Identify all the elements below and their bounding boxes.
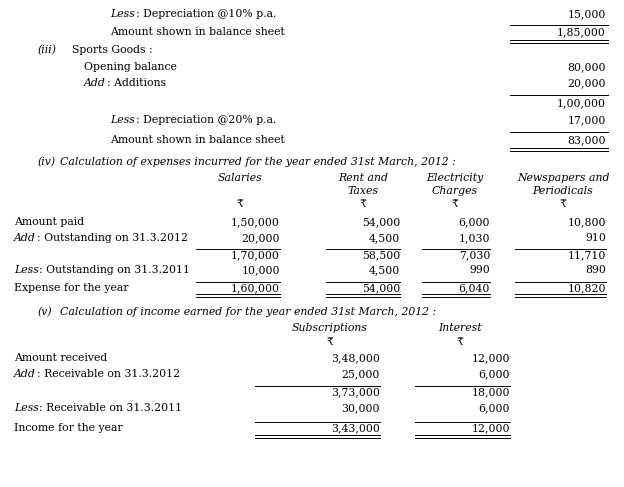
- Text: 990: 990: [469, 265, 490, 275]
- Text: Amount shown in balance sheet: Amount shown in balance sheet: [110, 27, 285, 37]
- Text: 58,500: 58,500: [362, 250, 400, 260]
- Text: Amount received: Amount received: [14, 353, 107, 363]
- Text: Less: Less: [110, 9, 135, 19]
- Text: 3,48,000: 3,48,000: [331, 353, 380, 363]
- Text: Add: Add: [14, 233, 36, 243]
- Text: 18,000: 18,000: [472, 387, 510, 397]
- Text: 83,000: 83,000: [567, 135, 606, 145]
- Text: 6,000: 6,000: [459, 217, 490, 227]
- Text: 15,000: 15,000: [568, 9, 606, 19]
- Text: Calculation of income earned for the year ended 31st March, 2012 :: Calculation of income earned for the yea…: [60, 307, 436, 317]
- Text: 1,60,000: 1,60,000: [231, 283, 280, 293]
- Text: 910: 910: [585, 233, 606, 243]
- Text: 4,500: 4,500: [369, 265, 400, 275]
- Text: 3,73,000: 3,73,000: [331, 387, 380, 397]
- Text: ₹: ₹: [326, 337, 333, 347]
- Text: ₹: ₹: [359, 199, 366, 209]
- Text: 54,000: 54,000: [362, 217, 400, 227]
- Text: Electricity: Electricity: [426, 173, 484, 183]
- Text: Less: Less: [110, 115, 135, 125]
- Text: 1,70,000: 1,70,000: [231, 250, 280, 260]
- Text: 7,030: 7,030: [459, 250, 490, 260]
- Text: Amount paid: Amount paid: [14, 217, 84, 227]
- Text: ₹: ₹: [560, 199, 567, 209]
- Text: : Additions: : Additions: [107, 78, 166, 88]
- Text: Add: Add: [84, 78, 106, 88]
- Text: 1,00,000: 1,00,000: [557, 98, 606, 108]
- Text: 25,000: 25,000: [341, 369, 380, 379]
- Text: Interest: Interest: [438, 323, 482, 333]
- Text: Less: Less: [14, 403, 39, 413]
- Text: 12,000: 12,000: [472, 423, 510, 433]
- Text: 12,000: 12,000: [472, 353, 510, 363]
- Text: Calculation of expenses incurred for the year ended 31st March, 2012 :: Calculation of expenses incurred for the…: [60, 157, 456, 167]
- Text: (iii): (iii): [38, 45, 57, 55]
- Text: (v): (v): [38, 307, 52, 317]
- Text: Less: Less: [14, 265, 39, 275]
- Text: ₹: ₹: [452, 199, 459, 209]
- Text: Charges: Charges: [432, 186, 478, 196]
- Text: Taxes: Taxes: [348, 186, 379, 196]
- Text: Salaries: Salaries: [218, 173, 262, 183]
- Text: : Depreciation @10% p.a.: : Depreciation @10% p.a.: [136, 9, 276, 19]
- Text: Periodicals: Periodicals: [533, 186, 593, 196]
- Text: Add: Add: [14, 369, 36, 379]
- Text: Newspapers and: Newspapers and: [517, 173, 609, 183]
- Text: 20,000: 20,000: [241, 233, 280, 243]
- Text: Income for the year: Income for the year: [14, 423, 123, 433]
- Text: ₹: ₹: [457, 337, 464, 347]
- Text: 4,500: 4,500: [369, 233, 400, 243]
- Text: : Depreciation @20% p.a.: : Depreciation @20% p.a.: [136, 115, 276, 125]
- Text: 1,030: 1,030: [459, 233, 490, 243]
- Text: : Receivable on 31.3.2011: : Receivable on 31.3.2011: [39, 403, 182, 413]
- Text: 10,820: 10,820: [567, 283, 606, 293]
- Text: (iv): (iv): [38, 157, 56, 167]
- Text: : Outstanding on 31.3.2012: : Outstanding on 31.3.2012: [37, 233, 188, 243]
- Text: 6,000: 6,000: [479, 369, 510, 379]
- Text: : Outstanding on 31.3.2011: : Outstanding on 31.3.2011: [39, 265, 190, 275]
- Text: Rent and: Rent and: [338, 173, 388, 183]
- Text: Opening balance: Opening balance: [84, 62, 177, 72]
- Text: 80,000: 80,000: [567, 62, 606, 72]
- Text: 11,710: 11,710: [568, 250, 606, 260]
- Text: 20,000: 20,000: [567, 78, 606, 88]
- Text: Sports Goods :: Sports Goods :: [72, 45, 153, 55]
- Text: 890: 890: [585, 265, 606, 275]
- Text: 1,50,000: 1,50,000: [231, 217, 280, 227]
- Text: 6,000: 6,000: [479, 403, 510, 413]
- Text: 6,040: 6,040: [459, 283, 490, 293]
- Text: Subscriptions: Subscriptions: [292, 323, 368, 333]
- Text: ₹: ₹: [236, 199, 243, 209]
- Text: 30,000: 30,000: [341, 403, 380, 413]
- Text: 1,85,000: 1,85,000: [557, 27, 606, 37]
- Text: 17,000: 17,000: [568, 115, 606, 125]
- Text: 10,800: 10,800: [567, 217, 606, 227]
- Text: 3,43,000: 3,43,000: [331, 423, 380, 433]
- Text: Expense for the year: Expense for the year: [14, 283, 129, 293]
- Text: 10,000: 10,000: [241, 265, 280, 275]
- Text: Amount shown in balance sheet: Amount shown in balance sheet: [110, 135, 285, 145]
- Text: 54,000: 54,000: [362, 283, 400, 293]
- Text: : Receivable on 31.3.2012: : Receivable on 31.3.2012: [37, 369, 180, 379]
